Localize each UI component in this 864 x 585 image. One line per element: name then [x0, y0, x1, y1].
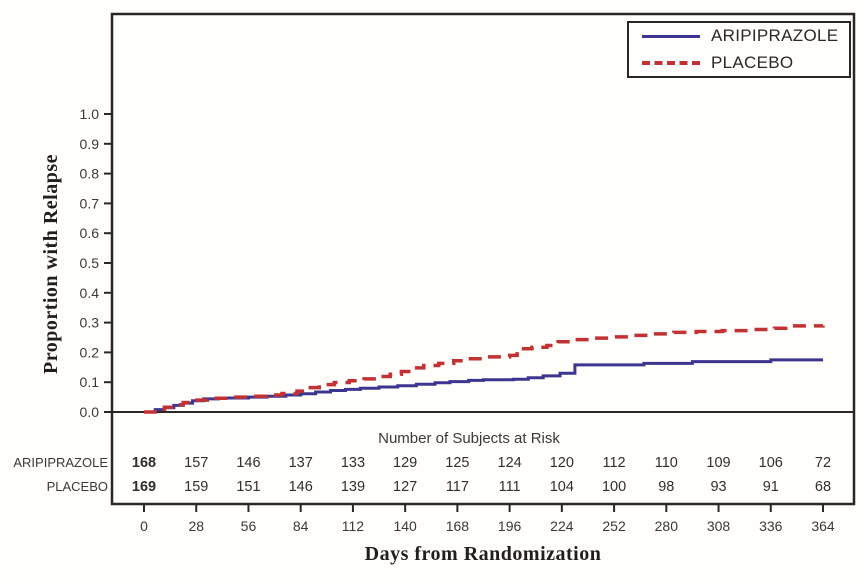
- x-tick-label: 364: [811, 518, 835, 534]
- legend-box: ARIPIPRAZOLE PLACEBO: [627, 21, 851, 78]
- risk-count: 157: [184, 455, 208, 471]
- risk-count: 169: [132, 479, 156, 495]
- y-tick-label: 0.1: [80, 374, 100, 390]
- x-tick-label: 56: [241, 518, 257, 534]
- y-tick-label: 0.3: [80, 315, 100, 331]
- risk-count: 72: [815, 455, 831, 471]
- y-tick-label: 0.2: [80, 344, 100, 360]
- x-tick-label: 308: [707, 518, 731, 534]
- risk-count: 93: [710, 479, 726, 495]
- risk-count: 98: [658, 479, 674, 495]
- risk-count: 111: [499, 479, 521, 495]
- risk-count: 146: [289, 479, 313, 495]
- legend-label-aripiprazole: ARIPIPRAZOLE: [711, 26, 839, 45]
- x-tick-label: 28: [188, 518, 204, 534]
- risk-count: 137: [289, 455, 313, 471]
- risk-count: 139: [341, 479, 365, 495]
- risk-count: 68: [815, 479, 831, 495]
- x-axis-title: Days from Randomization: [364, 543, 602, 565]
- risk-count: 129: [393, 455, 417, 471]
- risk-count: 159: [184, 479, 208, 495]
- y-tick-label: 0.6: [80, 225, 100, 241]
- risk-count: 91: [763, 479, 779, 495]
- risk-count: 112: [603, 455, 626, 471]
- y-tick-label: 0.9: [80, 136, 100, 152]
- legend-item-placebo: PLACEBO: [642, 53, 849, 73]
- risk-count: 110: [655, 455, 678, 471]
- x-tick-label: 112: [342, 518, 365, 534]
- x-tick-label: 196: [498, 518, 522, 534]
- legend-label-placebo: PLACEBO: [711, 53, 794, 72]
- x-tick-label: 140: [393, 518, 417, 534]
- risk-count: 125: [445, 455, 469, 471]
- risk-count: 127: [393, 479, 417, 495]
- y-tick-label: 0.5: [80, 255, 100, 271]
- y-axis-title: Proportion with Relapse: [40, 154, 62, 375]
- curve-aripiprazole: [144, 358, 823, 414]
- risk-count: 117: [446, 479, 469, 495]
- plot-frame: [110, 12, 856, 506]
- risk-count: 133: [341, 455, 365, 471]
- risk-table-title: Number of Subjects at Risk: [378, 430, 560, 447]
- x-tick-label: 252: [602, 518, 626, 534]
- x-tick-label: 280: [655, 518, 679, 534]
- y-tick-label: 0.7: [80, 195, 100, 211]
- risk-count: 104: [550, 479, 574, 495]
- risk-row-label: ARIPIPRAZOLE: [13, 455, 108, 470]
- y-tick-label: 1.0: [80, 106, 100, 122]
- y-tick-label: 0.0: [80, 404, 100, 420]
- x-tick-label: 84: [293, 518, 309, 534]
- risk-count: 151: [236, 479, 260, 495]
- risk-row-label: PLACEBO: [47, 479, 108, 494]
- solid-line-icon: [642, 34, 700, 38]
- risk-count: 168: [132, 455, 156, 471]
- x-tick-label: 336: [759, 518, 783, 534]
- risk-count: 146: [236, 455, 260, 471]
- risk-count: 124: [498, 455, 522, 471]
- risk-count: 100: [602, 479, 626, 495]
- y-tick-label: 0.8: [80, 166, 100, 182]
- x-tick-label: 0: [140, 518, 148, 534]
- risk-count: 109: [706, 455, 730, 471]
- risk-count: 106: [759, 455, 783, 471]
- y-tick-label: 0.4: [80, 285, 100, 301]
- legend-item-aripiprazole: ARIPIPRAZOLE: [642, 26, 849, 46]
- dashed-line-icon: [642, 61, 700, 65]
- curve-placebo: [144, 324, 825, 414]
- x-tick-label: 168: [446, 518, 470, 534]
- risk-count: 120: [550, 455, 574, 471]
- x-tick-label: 224: [550, 518, 574, 534]
